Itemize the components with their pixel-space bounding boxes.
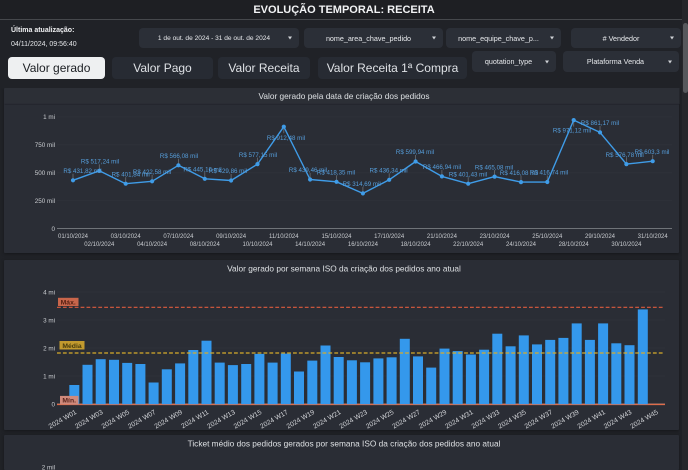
svg-text:21/10/2024: 21/10/2024 (427, 234, 458, 240)
svg-text:R$ 517,24 mil: R$ 517,24 mil (81, 159, 119, 166)
svg-text:31/10/2024: 31/10/2024 (638, 234, 669, 240)
svg-text:11/10/2024: 11/10/2024 (269, 234, 299, 240)
svg-text:2024 W41: 2024 W41 (576, 409, 607, 431)
svg-text:R$ 401,43 mil: R$ 401,43 mil (449, 171, 487, 178)
svg-text:R$ 603,3 mil: R$ 603,3 mil (635, 149, 670, 156)
svg-text:R$ 401,84 mil: R$ 401,84 mil (112, 171, 150, 178)
svg-text:R$ 465,08 mil: R$ 465,08 mil (475, 164, 513, 171)
svg-text:R$ 416,08 mil: R$ 416,08 mil (500, 170, 538, 177)
svg-text:R$ 431,82 mil: R$ 431,82 mil (63, 168, 101, 175)
svg-text:30/10/2024: 30/10/2024 (611, 242, 642, 248)
svg-text:22/10/2024: 22/10/2024 (453, 242, 484, 248)
svg-text:R$ 429,86 mil: R$ 429,86 mil (209, 168, 247, 175)
svg-text:0: 0 (51, 401, 55, 408)
svg-text:16/10/2024: 16/10/2024 (348, 242, 379, 248)
svg-text:2024 W27: 2024 W27 (391, 409, 422, 431)
svg-text:2024 W21: 2024 W21 (312, 409, 343, 431)
svg-text:2024 W11: 2024 W11 (180, 409, 210, 430)
svg-text:750 mil: 750 mil (35, 142, 55, 149)
svg-text:R$ 445,16 mil: R$ 445,16 mil (183, 167, 221, 174)
svg-text:2024 W17: 2024 W17 (259, 409, 290, 431)
svg-text:0: 0 (51, 226, 55, 233)
svg-text:2024 W09: 2024 W09 (153, 409, 184, 431)
svg-text:2024 W33: 2024 W33 (471, 409, 502, 431)
svg-text:18/10/2024: 18/10/2024 (401, 242, 432, 248)
svg-text:02/10/2024: 02/10/2024 (84, 242, 115, 248)
svg-text:R$ 466,94 mil: R$ 466,94 mil (423, 164, 461, 171)
svg-text:R$ 576,78 mil: R$ 576,78 mil (606, 152, 644, 159)
svg-text:2024 W45: 2024 W45 (629, 409, 660, 431)
svg-text:2024 W35: 2024 W35 (497, 409, 528, 431)
svg-text:08/10/2024: 08/10/2024 (190, 242, 221, 248)
svg-text:R$ 416,74 mil: R$ 416,74 mil (530, 170, 568, 177)
svg-text:250 mil: 250 mil (35, 198, 55, 205)
svg-text:2024 W39: 2024 W39 (550, 409, 581, 431)
svg-text:Valor gerado por semana ISO da: Valor gerado por semana ISO da criação d… (227, 263, 461, 273)
svg-text:R$ 912,48 mil: R$ 912,48 mil (267, 135, 305, 142)
svg-text:2024 W01: 2024 W01 (48, 409, 79, 431)
svg-text:2024 W29: 2024 W29 (418, 409, 449, 431)
svg-text:R$ 436,34 mil: R$ 436,34 mil (370, 168, 408, 175)
svg-text:R$ 577,15 mil: R$ 577,15 mil (239, 152, 277, 159)
svg-text:24/10/2024: 24/10/2024 (506, 242, 537, 248)
svg-text:R$ 439,46 mil: R$ 439,46 mil (289, 167, 327, 174)
svg-text:Mín.: Mín. (62, 398, 76, 405)
svg-text:2 mi: 2 mi (43, 345, 55, 352)
svg-text:17/10/2024: 17/10/2024 (374, 234, 405, 240)
svg-text:2024 W31: 2024 W31 (444, 409, 475, 431)
svg-text:1 mi: 1 mi (43, 373, 55, 380)
svg-text:Valor gerado pela data de cria: Valor gerado pela data de criação dos pe… (259, 91, 430, 101)
svg-text:R$ 971,12 mil: R$ 971,12 mil (553, 128, 591, 135)
svg-text:1 mi: 1 mi (43, 114, 55, 121)
svg-text:R$ 314,69 mil: R$ 314,69 mil (343, 181, 381, 188)
svg-text:2024 W37: 2024 W37 (524, 409, 555, 431)
svg-text:500 mil: 500 mil (35, 170, 55, 177)
svg-text:2024 W19: 2024 W19 (286, 409, 317, 431)
svg-text:14/10/2024: 14/10/2024 (295, 242, 326, 248)
svg-text:2024 W03: 2024 W03 (74, 409, 105, 431)
svg-text:01/10/2024: 01/10/2024 (58, 234, 89, 240)
svg-text:R$ 422,58 mil: R$ 422,58 mil (133, 169, 171, 176)
svg-text:2024 W07: 2024 W07 (127, 409, 158, 431)
svg-text:15/10/2024: 15/10/2024 (321, 234, 352, 240)
svg-text:28/10/2024: 28/10/2024 (559, 242, 590, 248)
svg-text:25/10/2024: 25/10/2024 (532, 234, 563, 240)
svg-text:2024 W15: 2024 W15 (233, 409, 264, 431)
svg-text:2024 W05: 2024 W05 (101, 409, 132, 431)
svg-text:2024 W23: 2024 W23 (338, 409, 369, 431)
svg-text:R$ 599,94 mil: R$ 599,94 mil (396, 149, 434, 156)
svg-text:23/10/2024: 23/10/2024 (480, 234, 511, 240)
svg-text:29/10/2024: 29/10/2024 (585, 234, 616, 240)
svg-text:03/10/2024: 03/10/2024 (111, 234, 142, 240)
svg-text:R$ 861,17 mil: R$ 861,17 mil (581, 120, 619, 127)
svg-text:Média: Média (62, 343, 81, 350)
svg-text:4 mi: 4 mi (43, 289, 55, 296)
svg-text:Máx.: Máx. (61, 299, 76, 306)
svg-text:R$ 418,35 mil: R$ 418,35 mil (317, 170, 355, 177)
svg-text:Ticket médio dos pedidos gerad: Ticket médio dos pedidos gerados por sem… (188, 439, 501, 449)
svg-text:2024 W13: 2024 W13 (206, 409, 237, 431)
svg-text:04/10/2024: 04/10/2024 (137, 242, 168, 248)
svg-text:2024 W25: 2024 W25 (365, 409, 396, 431)
svg-text:09/10/2024: 09/10/2024 (216, 234, 247, 240)
svg-text:2 mil: 2 mil (42, 465, 55, 470)
svg-text:10/10/2024: 10/10/2024 (242, 242, 273, 248)
svg-text:3 mi: 3 mi (43, 317, 55, 324)
svg-text:R$ 566,08 mil: R$ 566,08 mil (160, 153, 198, 160)
svg-text:2024 W43: 2024 W43 (603, 409, 634, 431)
svg-text:07/10/2024: 07/10/2024 (163, 234, 194, 240)
